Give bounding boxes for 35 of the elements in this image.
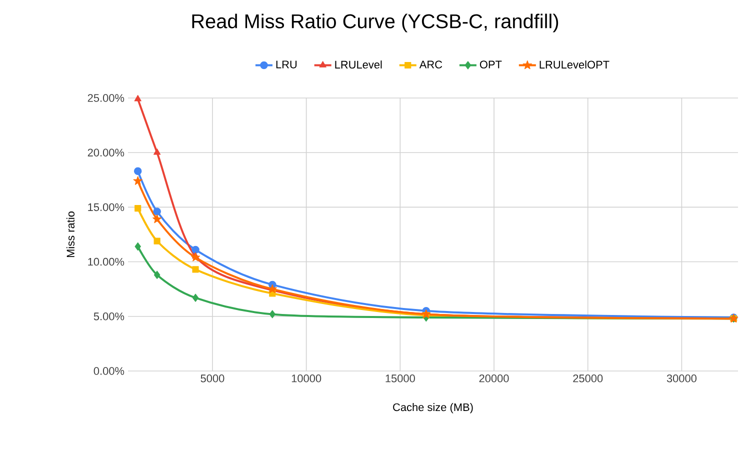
x-axis-title: Cache size (MB) <box>393 403 473 414</box>
point <box>269 310 276 318</box>
legend-label: OPT <box>480 60 502 68</box>
point <box>134 167 142 176</box>
point <box>192 294 199 302</box>
point <box>133 176 142 185</box>
y-tick-label: 5.00% <box>94 312 124 320</box>
point <box>153 208 161 216</box>
y-tick-label: 10.00% <box>88 258 124 266</box>
legend-label: LRULevel <box>335 60 382 69</box>
point <box>134 204 142 212</box>
y-tick-label: 25.00% <box>88 94 124 102</box>
y-tick-label: 15.00% <box>88 203 124 212</box>
x-tick-label: 30000 <box>666 374 696 382</box>
y-axis-title: Miss ratio <box>66 212 75 258</box>
x-tick-label: 5000 <box>200 374 224 382</box>
y-tick-label: 0.00% <box>94 367 124 375</box>
point <box>192 246 200 254</box>
legend-label: LRU <box>276 60 297 68</box>
point <box>134 94 142 102</box>
x-tick-label: 15000 <box>386 374 415 382</box>
point <box>134 242 141 251</box>
x-tick-label: 10000 <box>292 374 322 382</box>
point <box>152 214 162 224</box>
point <box>153 148 161 155</box>
legend-label: LRULevelOPT <box>540 60 610 69</box>
chart-title: Read Miss Ratio Curve (YCSB-C, randfill) <box>192 14 558 32</box>
legend-label: ARC <box>419 60 442 68</box>
point <box>154 270 160 279</box>
x-tick-label: 20000 <box>479 374 509 382</box>
point <box>154 238 160 244</box>
point <box>190 252 200 262</box>
point <box>192 266 199 273</box>
x-tick-label: 25000 <box>573 374 603 382</box>
y-tick-label: 20.00% <box>88 148 124 156</box>
